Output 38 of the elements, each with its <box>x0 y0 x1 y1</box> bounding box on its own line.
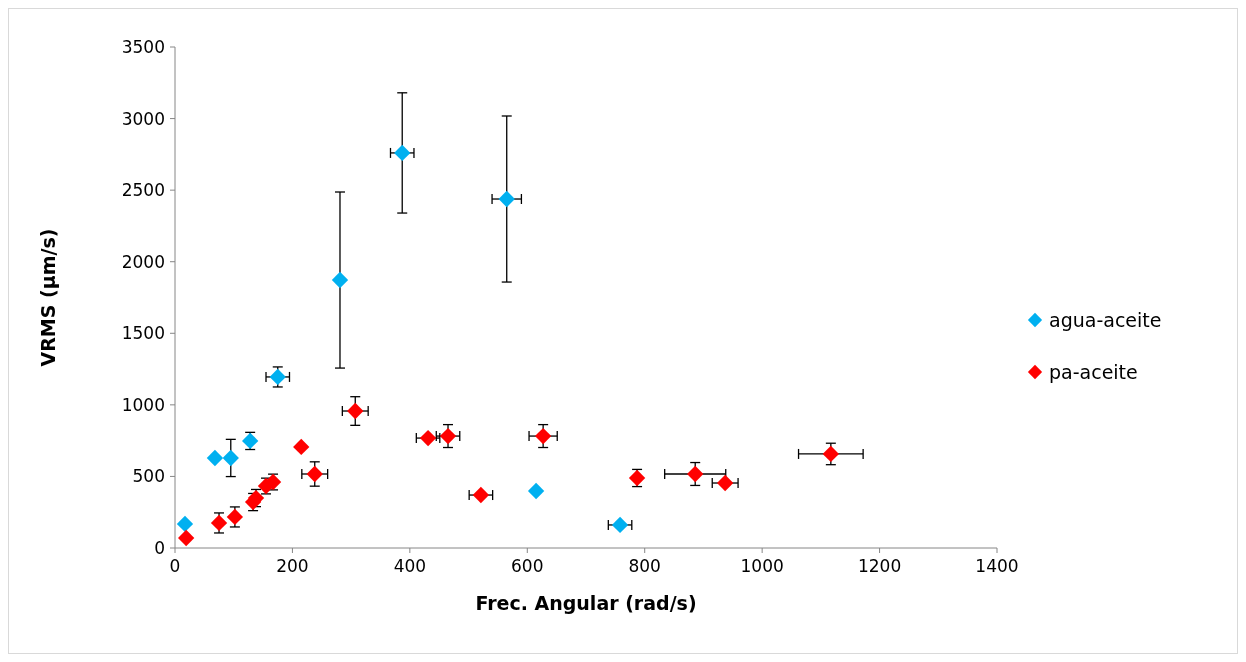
point <box>347 402 364 420</box>
y-tick-label: 2500 <box>121 180 165 201</box>
x-tick-label: 1200 <box>857 556 902 576</box>
point <box>687 465 704 483</box>
y-tick-label: 0 <box>154 537 165 558</box>
point <box>394 144 411 162</box>
legend-label: pa-aceite <box>1049 360 1138 383</box>
point <box>331 271 349 289</box>
x-tick-label: 1000 <box>740 556 784 576</box>
point <box>498 190 515 208</box>
y-tick-label: 500 <box>132 466 165 487</box>
x-tick-label: 800 <box>628 556 661 576</box>
y-tick-label: 1000 <box>121 394 165 415</box>
y-tick-label: 3500 <box>121 36 165 57</box>
point <box>306 465 323 483</box>
point <box>177 529 195 547</box>
y-tick-label: 3000 <box>121 108 165 129</box>
x-tick-label: 600 <box>511 556 544 576</box>
y-axis-title: VRMS (µm/s) <box>37 228 59 367</box>
point <box>222 449 239 467</box>
x-tick-label: 0 <box>169 556 181 576</box>
legend-label: agua-aceite <box>1049 308 1162 331</box>
x-axis-title: Frec. Angular (rad/s) <box>475 592 697 614</box>
point <box>293 438 310 456</box>
point <box>176 515 194 533</box>
point <box>716 474 734 492</box>
point <box>206 449 224 467</box>
y-tick-label: 1500 <box>121 323 165 344</box>
point <box>419 429 437 447</box>
point <box>527 482 545 500</box>
point <box>534 427 552 445</box>
x-tick-label: 1400 <box>975 556 1019 576</box>
x-tick-label: 400 <box>393 556 427 576</box>
x-tick-label: 200 <box>276 556 309 576</box>
point <box>611 516 629 534</box>
point <box>472 486 490 504</box>
point <box>439 427 457 445</box>
y-tick-label: 2000 <box>121 251 165 272</box>
